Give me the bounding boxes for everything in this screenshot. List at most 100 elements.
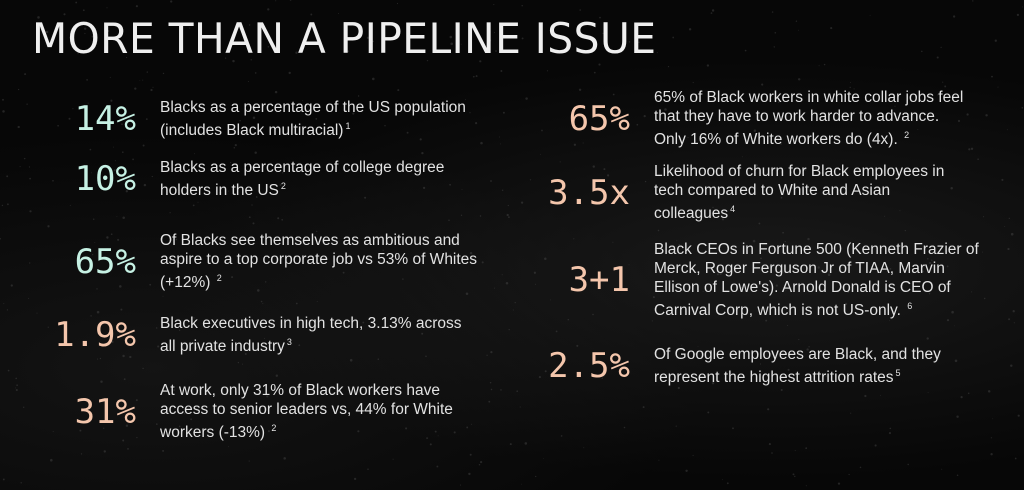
background-particle (582, 104, 585, 107)
background-particle (277, 217, 280, 220)
stat-value: 3.5x (548, 172, 630, 213)
background-particle (991, 75, 993, 78)
background-particle (928, 95, 931, 98)
background-particle (281, 218, 284, 221)
background-particle (116, 216, 118, 218)
background-particle (607, 174, 610, 177)
background-particle (248, 24, 251, 26)
background-particle (142, 367, 144, 370)
background-particle (952, 15, 956, 18)
background-particle (1008, 318, 1011, 321)
stat-description: Black CEOs in Fortune 500 (Kenneth Frazi… (654, 241, 979, 320)
background-particle (219, 191, 222, 194)
background-particle (170, 0, 173, 3)
background-particle (780, 388, 783, 392)
stat-description: Of Google employees are Black, and they … (654, 346, 941, 387)
background-particle (1007, 247, 1010, 251)
background-particle (546, 70, 549, 72)
background-particle (643, 115, 646, 118)
background-particle (499, 143, 501, 145)
background-particle (255, 196, 258, 198)
background-particle (178, 329, 181, 331)
background-particle (869, 14, 871, 16)
background-particle (357, 95, 360, 97)
background-particle (764, 312, 767, 315)
background-particle (957, 119, 961, 123)
background-particle (1022, 6, 1023, 8)
background-particle (908, 168, 911, 170)
background-particle (114, 160, 116, 162)
background-particle (162, 72, 165, 75)
background-particle (524, 442, 528, 445)
background-particle (501, 189, 504, 192)
background-particle (75, 1, 78, 4)
background-particle (84, 32, 86, 35)
stat-description: Likelihood of churn for Black employees … (654, 163, 945, 223)
background-particle (583, 447, 585, 449)
background-particle (707, 411, 710, 414)
background-particle (28, 166, 31, 168)
background-particle (657, 229, 660, 232)
background-particle (733, 312, 735, 314)
footnote-marker: 2 (280, 181, 286, 191)
background-particle (320, 404, 324, 408)
stat-ambition: 65% Of Blacks see themselves as ambitiou… (32, 231, 482, 292)
background-particle (1012, 310, 1015, 313)
background-particle (419, 138, 422, 141)
background-particle (837, 482, 841, 485)
background-particle (156, 423, 158, 425)
background-particle (507, 204, 509, 207)
background-particle (539, 153, 541, 155)
stat-description: 65% of Black workers in white collar job… (654, 89, 964, 149)
background-particle (907, 463, 909, 466)
background-particle (940, 46, 942, 48)
background-particle (582, 142, 584, 144)
background-particle (904, 229, 906, 232)
background-particle (805, 447, 808, 450)
stat-executives: 1.9% Black executives in high tech, 3.13… (32, 314, 472, 356)
background-particle (0, 237, 1, 240)
background-particle (184, 412, 186, 415)
background-particle (928, 292, 931, 295)
background-particle (453, 431, 456, 434)
background-particle (493, 4, 495, 6)
background-particle (77, 53, 79, 55)
stat-description: Of Blacks see themselves as ambitious an… (160, 232, 478, 292)
background-particle (45, 30, 49, 34)
background-particle (465, 292, 469, 296)
background-particle (459, 484, 462, 486)
background-particle (521, 37, 524, 40)
background-particle (69, 204, 71, 206)
background-particle (894, 105, 896, 107)
background-particle (642, 406, 645, 409)
background-particle (956, 474, 959, 477)
background-particle (28, 297, 30, 299)
background-particle (90, 315, 92, 317)
background-particle (298, 344, 301, 347)
background-particle (377, 358, 380, 360)
background-particle (921, 50, 923, 53)
background-particle (315, 118, 318, 120)
background-particle (987, 390, 991, 393)
background-particle (2, 98, 4, 101)
background-particle (493, 32, 496, 34)
background-particle (96, 288, 98, 290)
background-particle (23, 406, 25, 408)
background-particle (47, 225, 50, 228)
background-particle (460, 214, 463, 216)
background-particle (481, 261, 484, 264)
background-particle (968, 148, 971, 151)
background-particle (490, 180, 492, 182)
background-particle (676, 240, 678, 242)
background-particle (275, 374, 278, 377)
stat-value: 65% (568, 98, 630, 139)
background-particle (825, 375, 827, 377)
background-particle (623, 426, 626, 429)
background-particle (122, 216, 125, 219)
background-particle (785, 290, 787, 292)
background-particle (276, 125, 280, 129)
background-particle (224, 57, 227, 59)
background-particle (598, 63, 601, 66)
background-particle (550, 299, 552, 301)
background-particle (357, 430, 360, 433)
